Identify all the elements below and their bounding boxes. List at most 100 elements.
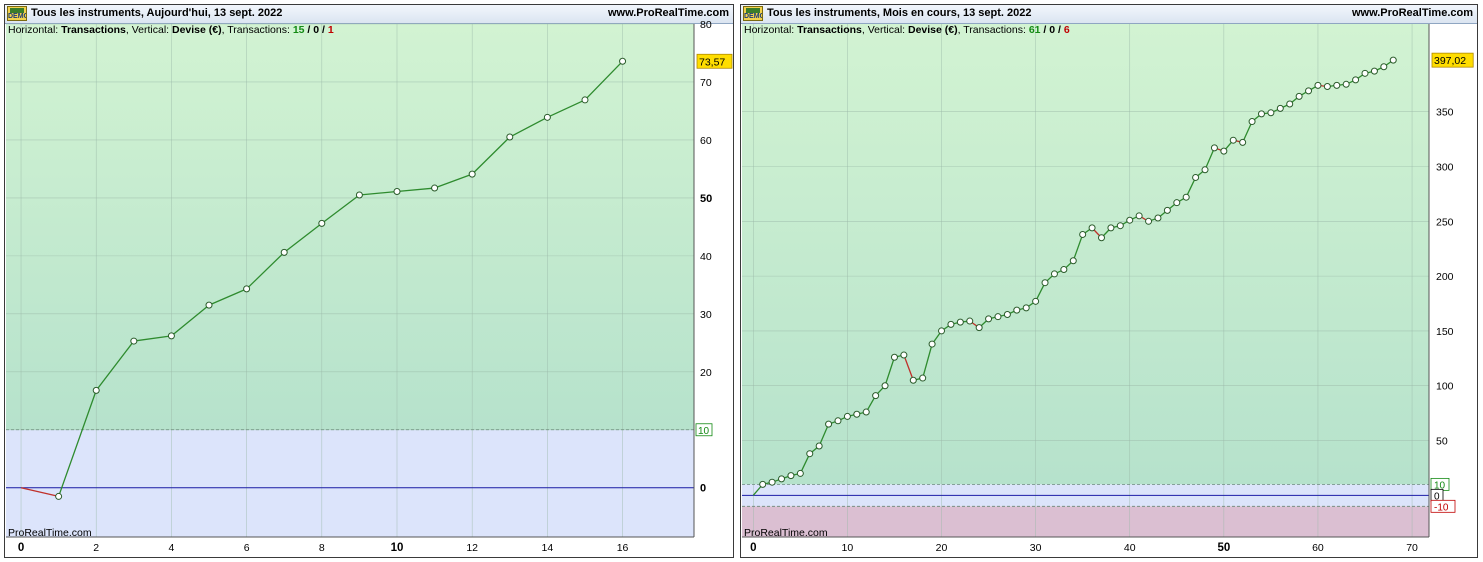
threshold-box [1430,499,1456,513]
trade-point [787,472,795,480]
right-neutral-count: 0 [1049,24,1056,36]
equity-segment [903,354,914,381]
left-neutral-count: 0 [313,24,320,36]
equity-segment [20,487,59,498]
trade-point [1276,104,1284,112]
trade-point [900,351,908,359]
equity-segment [396,187,435,193]
left-chart-subtitle: Horizontal: Transactions, Vertical: Devi… [8,24,334,36]
trade-point [1116,222,1124,230]
trade-point [1126,216,1134,224]
loss-zone-background [742,506,1429,537]
equity-segment [58,390,97,497]
trade-point [994,313,1002,321]
x-tick-label: 20 [936,542,948,554]
trade-point [815,442,823,450]
x-tick-label: 14 [542,542,554,554]
right-chart-panel: DEMO Tous les instruments, Mois en cours… [740,4,1478,558]
left-chart-panel: DEMO Tous les instruments, Aujourd'hui, … [4,4,734,558]
trade-point [1220,147,1228,155]
threshold-label: 0 [1434,491,1440,502]
x-tick-label: 6 [244,542,250,554]
trade-point [1069,257,1077,265]
x-tick-label: 16 [617,542,629,554]
profit-zone-background [742,24,1429,485]
equity-segment [171,304,210,337]
y-tick-label: 40 [700,251,712,263]
trade-point [985,315,993,323]
y-tick-label: 0 [700,483,706,495]
trade-point [1013,306,1021,314]
x-tick-label: 4 [168,542,174,554]
x-tick-label: 2 [93,542,99,554]
left-sep-2: / [319,24,328,36]
trade-point [1257,110,1265,118]
equity-segment [246,251,285,290]
trade-point [834,417,842,425]
threshold-label: 10 [698,426,710,437]
trade-point [1352,76,1360,84]
low-zone-background [6,429,694,537]
y-tick-label: 20 [700,367,712,379]
demo-badge-icon: DEMO [7,6,27,21]
trade-point [1154,214,1162,222]
last-value-label: 397,02 [1434,55,1466,67]
x-tick-label: 10 [391,542,404,554]
demo-badge-icon: DEMO [743,6,763,21]
left-sep-1: / [304,24,314,36]
x-tick-label: 12 [466,542,478,554]
trade-point [1163,206,1171,214]
trade-point [843,412,851,420]
trade-point [468,170,476,178]
right-sep-1: / [1040,24,1050,36]
trade-point [872,392,880,400]
right-title-bar: DEMO Tous les instruments, Mois en cours… [741,5,1477,24]
y-tick-label: 150 [1436,326,1454,338]
x-tick-label: 0 [18,542,24,554]
equity-segment [133,335,172,342]
right-sub-v-prefix: , Vertical: [861,24,908,36]
trade-point [280,248,288,256]
right-sub-h-value: Transactions [797,24,862,36]
trade-point [890,353,898,361]
trade-point [1041,279,1049,287]
equity-segment [922,343,933,379]
trade-point [1323,82,1331,90]
trade-point [431,184,439,192]
equity-segment [321,194,360,224]
x-tick-label: 30 [1030,542,1042,554]
trade-point [1060,266,1068,274]
x-tick-label: 10 [842,542,854,554]
trade-point [1370,67,1378,75]
trade-point [506,133,514,141]
y-tick-label: 80 [700,19,712,31]
y-tick-label: 60 [700,135,712,147]
trade-point [1361,69,1369,77]
threshold-box [695,423,713,437]
trade-point [1229,136,1237,144]
trade-point [92,386,100,394]
trade-point [167,332,175,340]
trade-point [1305,87,1313,95]
trade-point [543,113,551,121]
trade-point [919,374,927,382]
equity-segment [283,222,323,253]
trade-point [862,408,870,416]
equity-segment [509,116,548,138]
trade-point [619,57,627,65]
trade-point [1182,193,1190,201]
left-equity-chart[interactable]: 0102030405060708002468101214161073,57 [5,5,733,557]
right-site-link[interactable]: www.ProRealTime.com [1351,7,1473,19]
y-tick-label: 30 [700,309,712,321]
trade-point [1022,304,1030,312]
trade-point [806,450,814,458]
trade-point [1210,144,1218,152]
trade-point [956,318,964,326]
trade-point [759,480,767,488]
trade-point [881,382,889,390]
left-site-link[interactable]: www.ProRealTime.com [607,7,729,19]
trade-point [243,285,251,293]
left-sub-v-prefix: , Vertical: [125,24,172,36]
trade-point [1173,199,1181,207]
